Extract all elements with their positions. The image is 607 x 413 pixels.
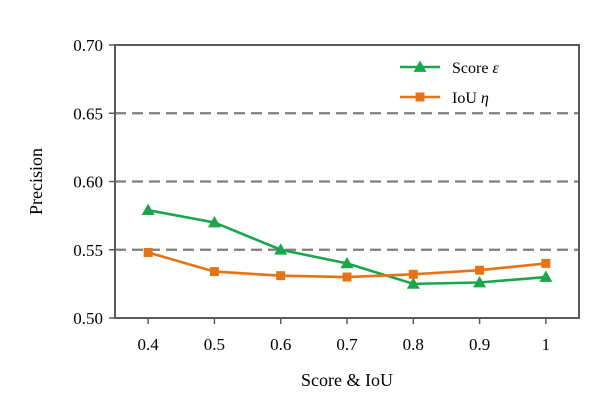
- y-axis-ticks: 0.50 0.55 0.60 0.65 0.70: [73, 36, 115, 328]
- legend-entry: IoU η: [400, 90, 489, 107]
- data-point: [473, 276, 487, 288]
- data-point: [141, 203, 155, 216]
- x-tick-label: 0.8: [403, 335, 424, 354]
- series-iou: [143, 247, 551, 282]
- data-point: [408, 269, 418, 279]
- legend-label-symbol: ε: [492, 60, 499, 77]
- x-tick-label: 1: [542, 335, 551, 354]
- x-tick-label: 0.7: [336, 335, 358, 354]
- legend-entry: Score ε: [400, 60, 499, 77]
- legend-label-prefix: IoU: [452, 90, 477, 107]
- data-point: [541, 258, 551, 268]
- data-point: [342, 272, 352, 282]
- x-tick-label: 0.6: [270, 335, 291, 354]
- legend-label-prefix: Score: [452, 60, 488, 77]
- legend-label: IoU η: [452, 90, 489, 107]
- data-point: [274, 243, 288, 255]
- x-axis-ticks: 0.4 0.5 0.6 0.7 0.8 0.9 1: [138, 318, 551, 354]
- legend-marker: [415, 92, 425, 102]
- x-tick-label: 0.4: [138, 335, 160, 354]
- y-tick-label: 0.65: [73, 104, 103, 123]
- legend-label: Score ε: [452, 60, 499, 77]
- data-point: [143, 247, 153, 257]
- data-point: [340, 256, 354, 269]
- y-tick-label: 0.55: [73, 241, 103, 260]
- series-score: [141, 203, 553, 289]
- y-tick-label: 0.60: [73, 173, 103, 192]
- x-axis-title: Score & IoU: [301, 370, 393, 390]
- legend-label-symbol: η: [481, 90, 489, 107]
- y-tick-label: 0.70: [73, 36, 103, 55]
- y-axis-title: Precision: [26, 148, 46, 215]
- grid-lines: [115, 112, 579, 251]
- x-tick-label: 0.5: [204, 335, 225, 354]
- legend-marker: [413, 60, 427, 72]
- data-point: [276, 271, 286, 281]
- x-tick-label: 0.9: [469, 335, 490, 354]
- data-point: [475, 265, 485, 275]
- data-point: [207, 215, 221, 228]
- data-point: [406, 277, 420, 289]
- series-layer: [141, 203, 553, 289]
- data-point: [539, 270, 553, 282]
- y-tick-label: 0.50: [73, 309, 103, 328]
- data-point: [209, 267, 219, 277]
